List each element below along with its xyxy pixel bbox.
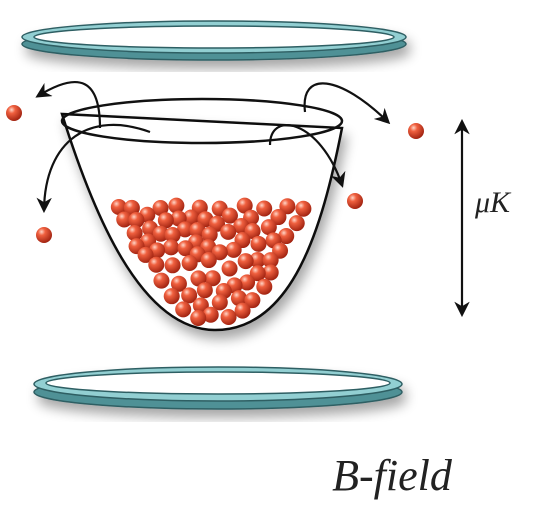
atom	[289, 215, 305, 231]
top-coil	[22, 21, 406, 60]
atom	[226, 242, 242, 258]
atom	[347, 193, 363, 209]
atom	[221, 309, 237, 325]
bottom-coil	[34, 367, 402, 409]
atom	[201, 252, 217, 268]
atom	[153, 273, 169, 289]
atom	[222, 261, 238, 277]
atom	[190, 310, 206, 326]
atom	[36, 227, 52, 243]
atom	[182, 255, 198, 271]
energy-label: μK	[474, 186, 512, 219]
atom	[175, 301, 191, 317]
atom	[164, 288, 180, 304]
diagram: μK B-field	[0, 0, 538, 506]
atom	[250, 236, 266, 252]
atom	[163, 239, 179, 255]
atom	[148, 257, 164, 273]
atom	[408, 123, 424, 139]
atom	[238, 253, 254, 269]
field-label: B-field	[332, 451, 453, 500]
arrow	[305, 83, 388, 122]
atom	[235, 303, 251, 319]
atom	[220, 224, 236, 240]
atom	[197, 282, 213, 298]
atom	[256, 201, 272, 217]
atom	[165, 257, 181, 273]
atom	[256, 279, 272, 295]
atom	[6, 105, 22, 121]
atom	[295, 201, 311, 217]
